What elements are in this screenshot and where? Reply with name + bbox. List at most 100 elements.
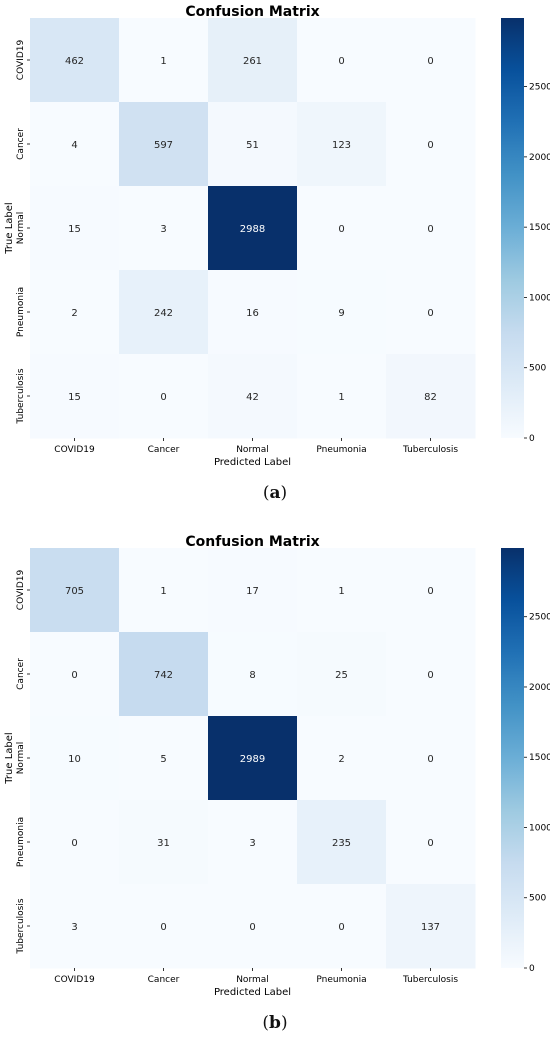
cell-value-label: 3	[249, 838, 255, 849]
y-tick-label: Pneumonia	[16, 817, 26, 867]
heatmap-cell	[297, 884, 387, 969]
heatmap-cell	[30, 716, 120, 801]
heatmap-cell	[386, 186, 476, 271]
heatmap-cell	[208, 632, 298, 717]
y-tick-label: Tuberculosis	[16, 368, 26, 424]
heatmap-cell	[208, 102, 298, 187]
heatmap-cell	[30, 884, 120, 969]
heatmap-cell	[386, 632, 476, 717]
cell-value-label: 16	[246, 308, 259, 319]
cell-value-label: 0	[71, 838, 77, 849]
heatmap-cell	[386, 716, 476, 801]
cell-value-label: 82	[424, 392, 437, 403]
confusion-matrix-a: Confusion Matrix 462 1 261 0 0 4 597 51 123 0 15 3 29…	[0, 0, 550, 470]
heatmap-cell	[386, 102, 476, 187]
x-tick-label: Cancer	[148, 975, 180, 985]
heatmap-cell	[386, 884, 476, 969]
x-tick-label: COVID19	[54, 975, 95, 985]
cell-value-label: 0	[427, 56, 433, 67]
y-tick-label: Normal	[16, 212, 26, 245]
x-tick-label: Cancer	[148, 445, 180, 455]
y-tick-label: Tuberculosis	[16, 898, 26, 954]
y-tick-label: Normal	[16, 742, 26, 775]
heatmap-cell	[386, 18, 476, 103]
heatmap-cell	[119, 716, 209, 801]
colorbar-tick-label: 1500	[529, 223, 550, 233]
colorbar-tick-label: 0	[529, 434, 535, 444]
colorbar-tick-label: 2500	[529, 613, 550, 623]
heatmap-cell	[208, 716, 298, 801]
heatmap-cell	[30, 18, 120, 103]
cell-value-label: 0	[427, 670, 433, 681]
cell-value-label: 31	[157, 838, 170, 849]
heatmap-cell	[30, 186, 120, 271]
cell-value-label: 705	[65, 586, 84, 597]
cell-value-label: 462	[65, 56, 84, 67]
cell-value-label: 0	[427, 308, 433, 319]
heatmap-cell	[297, 354, 387, 439]
cell-value-label: 15	[68, 224, 81, 235]
colorbar-tick-label: 1000	[529, 293, 550, 303]
colorbar-tick-label: 1000	[529, 823, 550, 833]
cell-value-label: 0	[427, 586, 433, 597]
cell-value-label: 123	[332, 140, 351, 151]
heatmap-cell	[386, 800, 476, 885]
y-axis-label: True Label	[4, 732, 15, 784]
cell-value-label: 3	[160, 224, 166, 235]
x-tick-label: Tuberculosis	[402, 445, 458, 455]
chart-title: Confusion Matrix	[185, 534, 319, 550]
cell-value-label: 137	[421, 922, 440, 933]
heatmap-cell	[208, 884, 298, 969]
colorbar-tick-label: 0	[529, 964, 535, 974]
cell-value-label: 0	[427, 754, 433, 765]
heatmap-cell	[297, 186, 387, 271]
heatmap-cell	[208, 186, 298, 271]
x-tick-label: Normal	[236, 975, 269, 985]
colorbar-tick-label: 2500	[529, 83, 550, 93]
heatmap-cell	[297, 102, 387, 187]
cell-value-label: 17	[246, 586, 259, 597]
cell-value-label: 51	[246, 140, 259, 151]
colorbar	[501, 548, 524, 968]
cell-value-label: 235	[332, 838, 351, 849]
heatmap-cell	[297, 18, 387, 103]
heatmap-cell	[119, 632, 209, 717]
heatmap-cell	[119, 800, 209, 885]
x-axis-label: Predicted Label	[214, 987, 291, 998]
x-tick-label: Normal	[236, 445, 269, 455]
x-tick-label: Pneumonia	[316, 975, 366, 985]
heatmap-cell	[208, 800, 298, 885]
y-tick-label: Cancer	[16, 658, 26, 690]
cell-value-label: 742	[154, 670, 173, 681]
cell-value-label: 8	[249, 670, 255, 681]
heatmap-cell	[386, 270, 476, 355]
heatmap-cell	[297, 548, 387, 633]
heatmap-cell	[119, 884, 209, 969]
caption-a: (a)	[262, 483, 288, 503]
cell-value-label: 1	[338, 392, 344, 403]
cell-value-label: 1	[160, 56, 166, 67]
cell-value-label: 25	[335, 670, 348, 681]
heatmap-cell	[119, 102, 209, 187]
cell-value-label: 5	[160, 754, 166, 765]
chart-title: Confusion Matrix	[185, 4, 319, 20]
heatmap-cell	[119, 186, 209, 271]
cell-value-label: 2989	[240, 754, 265, 765]
cell-value-label: 0	[338, 56, 344, 67]
cell-value-label: 10	[68, 754, 81, 765]
cell-value-label: 0	[427, 140, 433, 151]
heatmap-cell	[119, 354, 209, 439]
x-tick-label: Tuberculosis	[402, 975, 458, 985]
y-tick-label: COVID19	[16, 40, 26, 81]
heatmap-cell	[386, 548, 476, 633]
cell-value-label: 2	[338, 754, 344, 765]
heatmap-cell	[386, 354, 476, 439]
colorbar	[501, 18, 524, 438]
heatmap-cell	[30, 354, 120, 439]
colorbar-tick-label: 500	[529, 894, 546, 904]
heatmap-cell	[208, 354, 298, 439]
colorbar-tick-label: 1500	[529, 753, 550, 763]
heatmap-cell	[208, 18, 298, 103]
cell-value-label: 4	[71, 140, 77, 151]
